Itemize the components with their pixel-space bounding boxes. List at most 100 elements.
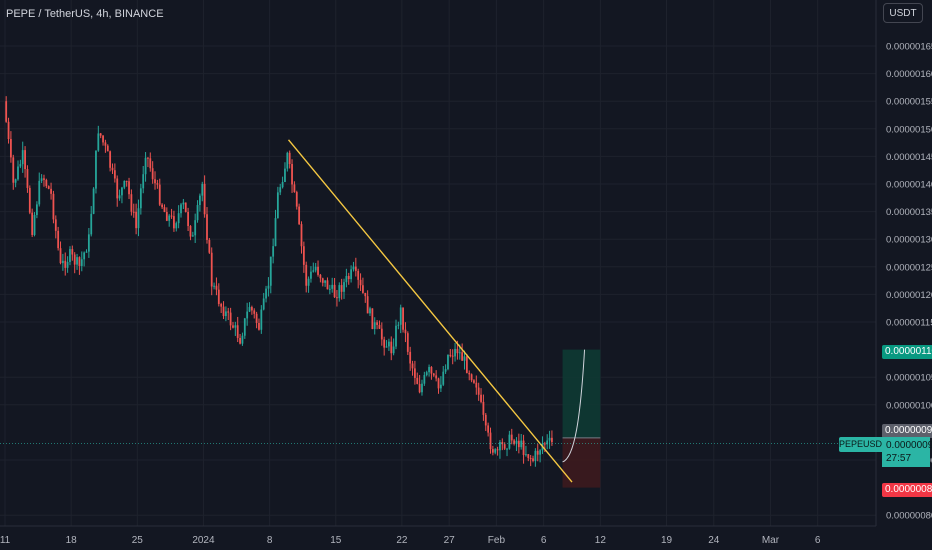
candle-body (302, 246, 305, 265)
candle-body (380, 328, 383, 340)
candle-body (383, 339, 386, 348)
candle-body (177, 213, 180, 224)
candle-body (402, 307, 404, 330)
candle-body (536, 450, 539, 455)
candle-body (499, 442, 501, 451)
candle-body (456, 348, 459, 354)
candle-body (139, 188, 142, 209)
candle-body (142, 174, 145, 189)
candle-body (262, 298, 265, 310)
projection-path[interactable] (562, 349, 586, 463)
candle-body (371, 308, 374, 329)
candle-body (109, 151, 112, 168)
time-tick-label: 27 (444, 535, 456, 546)
candle-body (513, 440, 516, 444)
price-axis[interactable]: 0.00000165 0.00000160 0.00000155 0.00000150… (886, 42, 932, 522)
candle-body (156, 183, 159, 185)
candle-body (12, 157, 15, 183)
candle-body (336, 297, 338, 299)
candle-body (444, 369, 447, 372)
candle-body (321, 278, 324, 283)
candle-body (284, 168, 286, 183)
candle-body (503, 444, 506, 449)
price-tick-label: 0.00000120 (886, 290, 932, 301)
candle-body (47, 186, 50, 189)
candle-body (548, 437, 551, 441)
candle-body (392, 346, 395, 354)
candle-body (130, 194, 133, 212)
candle-body (128, 181, 130, 195)
candle-body (527, 454, 530, 459)
candle-body (373, 322, 376, 329)
candle-body (279, 187, 282, 193)
candle-body (345, 275, 348, 283)
stop-zone[interactable] (562, 437, 601, 488)
candle-body (343, 282, 345, 292)
time-tick-label: 15 (330, 535, 342, 546)
candle-body (276, 192, 279, 219)
candle-body (102, 135, 104, 143)
price-tick-label: 0.00000160 (886, 69, 932, 80)
candle-body (517, 440, 520, 448)
candle-body (168, 215, 171, 221)
candle-body (425, 372, 428, 376)
time-axis[interactable]: 11 18 25 2024 8 15 22 27 Feb 6 12 19 24 Mar 6 (0, 535, 821, 546)
candle-body (236, 325, 239, 338)
candle-body (132, 211, 135, 213)
currency-button[interactable]: USDT (883, 3, 923, 23)
candle-body (149, 158, 152, 169)
price-tick-label: 0.00000100 (886, 400, 932, 411)
candle-body (137, 208, 140, 229)
candle-body (491, 449, 494, 453)
candle-body (413, 368, 416, 378)
position-zones[interactable] (562, 349, 601, 488)
candle-body (458, 352, 461, 354)
candle-body (35, 204, 38, 216)
bar-countdown: 27:57 (886, 453, 912, 464)
candle-body (90, 213, 93, 235)
candle-body (473, 380, 475, 383)
candle-body (399, 307, 402, 325)
time-tick-label: 24 (708, 535, 720, 546)
candle-body (317, 266, 319, 275)
candle-body (206, 214, 208, 240)
candle-body (229, 312, 232, 326)
candle-body (494, 449, 497, 453)
candle-body (463, 356, 466, 361)
candle-body (123, 180, 126, 188)
candle-body (241, 335, 244, 344)
candle-body (83, 252, 86, 260)
candle-body (515, 440, 518, 444)
candle-body (260, 309, 263, 330)
candle-body (227, 311, 230, 313)
trendline[interactable] (287, 139, 573, 483)
candle-body (489, 432, 492, 450)
price-tick-label: 0.00000135 (886, 207, 932, 218)
candle-body (475, 382, 478, 388)
overlays[interactable] (0, 139, 876, 483)
candle-body (170, 215, 173, 217)
candle-body (201, 183, 204, 196)
candle-body (106, 145, 109, 152)
candle-body (331, 284, 334, 289)
candle-body (465, 356, 468, 373)
candle-body (350, 269, 353, 280)
candle-body (539, 450, 542, 455)
candle-body (161, 204, 164, 208)
candle-body (451, 355, 454, 357)
candle-body (104, 142, 107, 146)
time-tick-label: 8 (267, 535, 273, 546)
candle-body (501, 442, 504, 445)
candle-body (85, 251, 88, 253)
candle-body (366, 296, 369, 314)
candle-body (411, 363, 414, 369)
candle-body (532, 458, 534, 461)
candle-body (477, 387, 480, 395)
candle-body (520, 440, 523, 448)
candle-body (359, 279, 362, 286)
candle-body (87, 234, 90, 252)
candle-body (430, 367, 433, 374)
candle-body (418, 383, 421, 393)
candle-body (21, 150, 24, 165)
